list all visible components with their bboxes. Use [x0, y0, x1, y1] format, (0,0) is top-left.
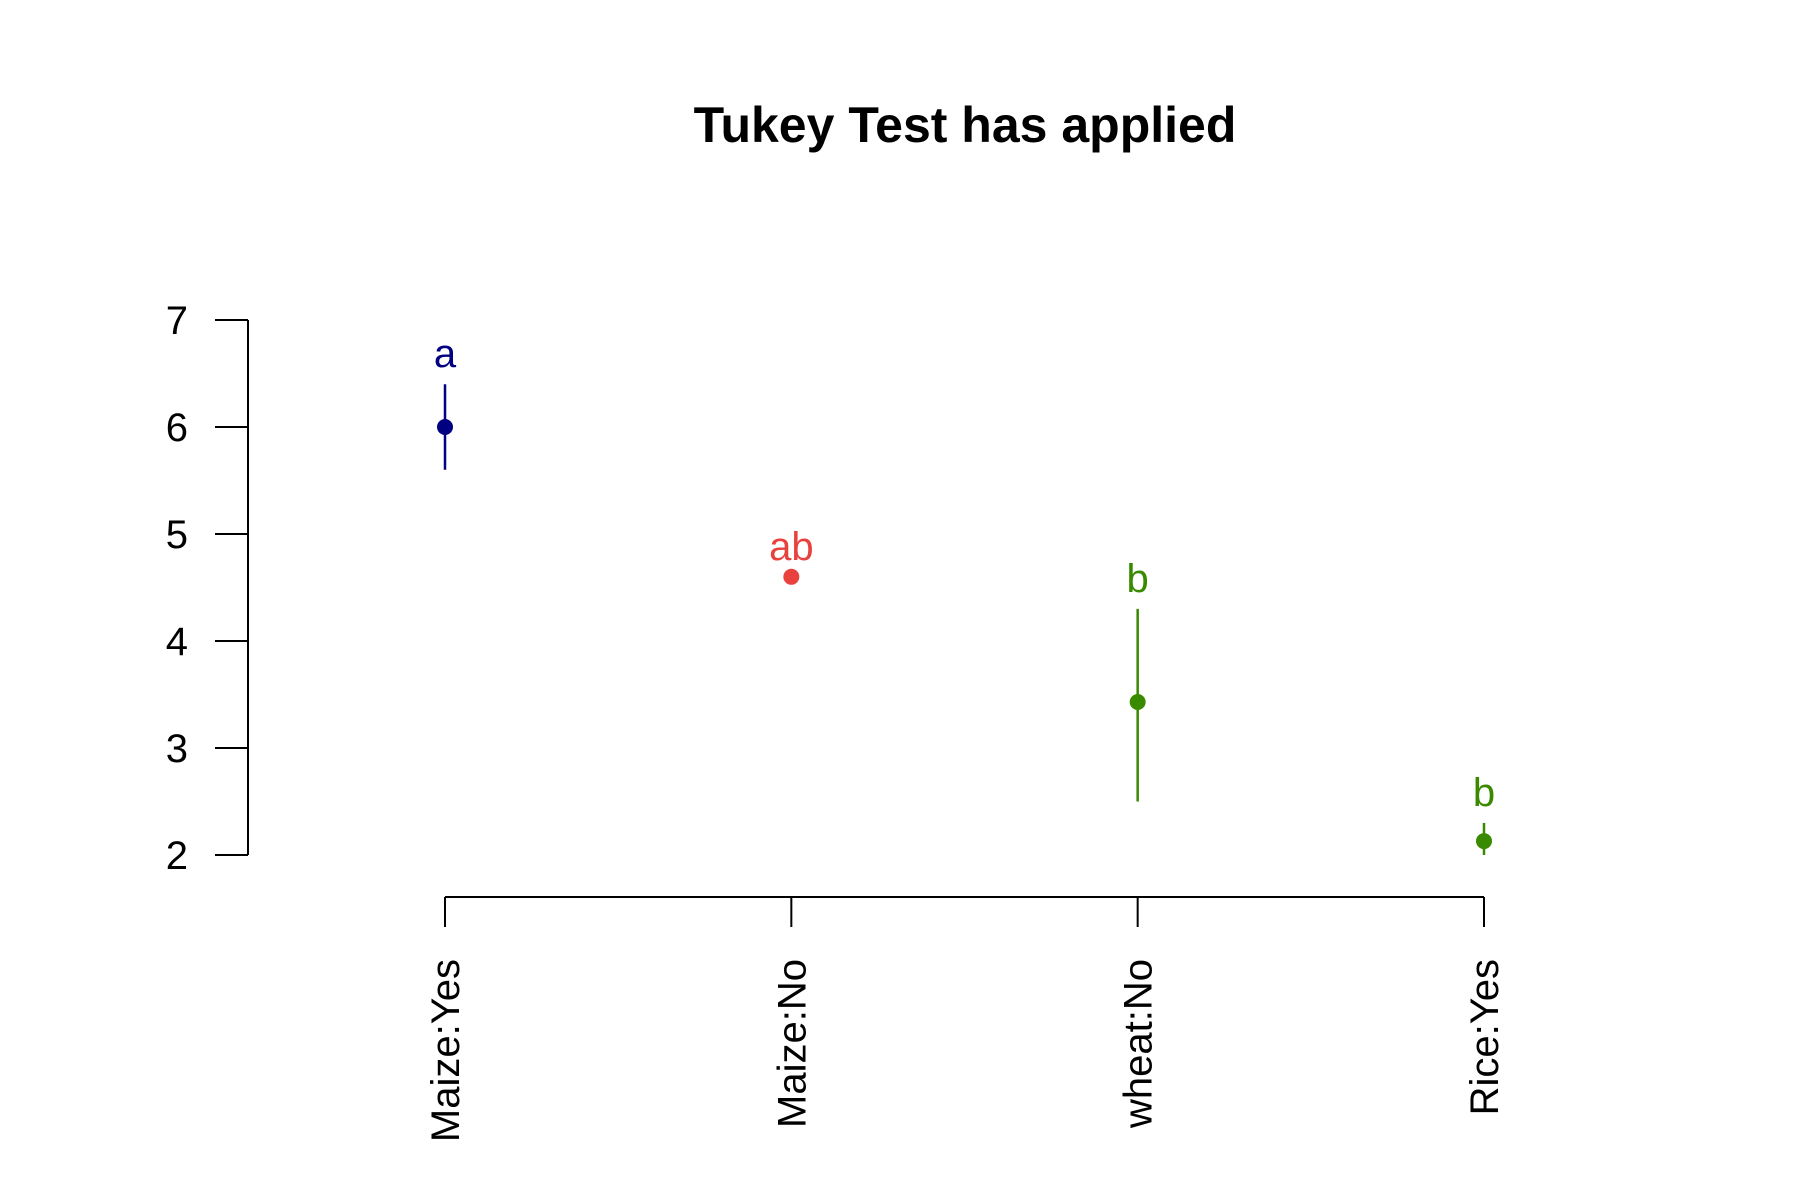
- y-axis: 2 3 4 5 6 7: [166, 299, 249, 878]
- data-point: [783, 568, 800, 585]
- group-letter-label: b: [1473, 771, 1495, 815]
- y-tick-label: 7: [166, 299, 188, 343]
- group-letter-label: a: [434, 332, 457, 376]
- y-tick-label: 2: [166, 834, 188, 878]
- data-point: [1476, 833, 1492, 850]
- y-tick-label: 6: [166, 406, 188, 450]
- x-tick-label: Maize:Yes: [424, 959, 468, 1142]
- group-letter-label: b: [1127, 557, 1149, 601]
- data-point: [1129, 693, 1146, 710]
- x-tick-label: Maize:No: [770, 959, 814, 1128]
- data-points: a ab b b: [434, 332, 1495, 855]
- group-letter-label: ab: [769, 525, 814, 569]
- chart-title: Tukey Test has applied: [694, 97, 1237, 153]
- x-tick-label: wheat:No: [1117, 959, 1161, 1129]
- x-axis: Maize:Yes Maize:No wheat:No Rice:Yes: [424, 896, 1507, 1142]
- y-tick-label: 5: [166, 513, 188, 557]
- x-tick-label: Rice:Yes: [1463, 959, 1507, 1115]
- y-tick-label: 4: [166, 620, 188, 664]
- y-tick-label: 3: [166, 727, 188, 771]
- data-point: [437, 419, 453, 435]
